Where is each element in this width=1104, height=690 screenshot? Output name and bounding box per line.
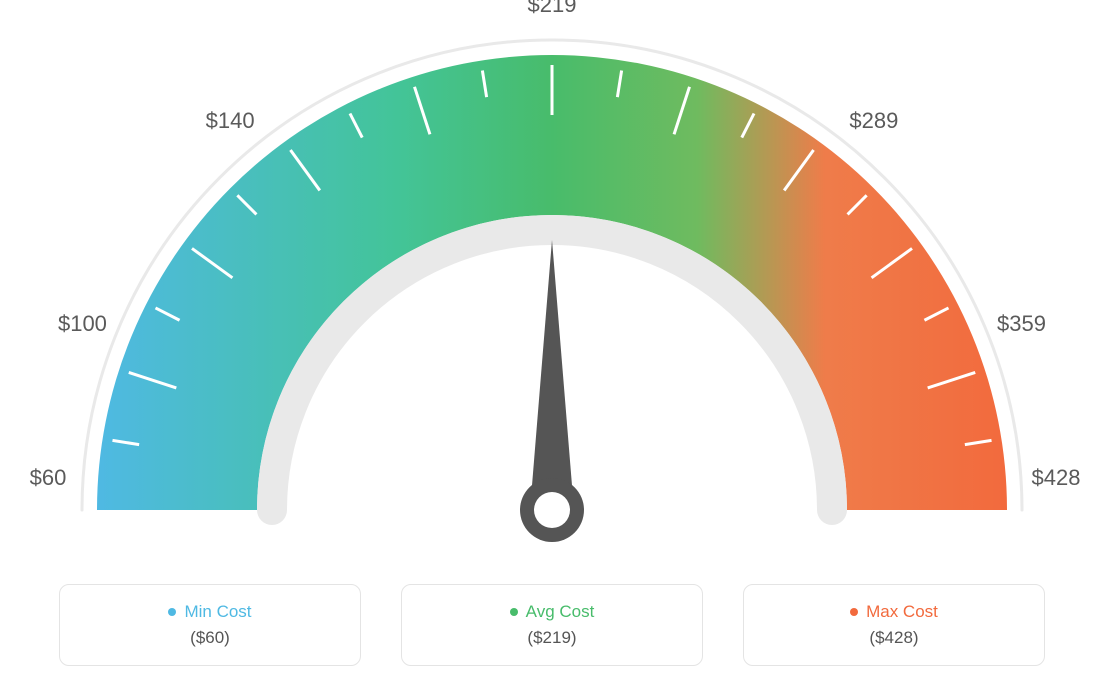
gauge-svg <box>0 0 1104 580</box>
legend-card-avg: Avg Cost ($219) <box>401 584 703 666</box>
gauge-scale-label: $289 <box>849 108 898 134</box>
legend-min-value: ($60) <box>190 628 230 648</box>
gauge-scale-label: $60 <box>30 465 67 491</box>
cost-gauge-chart: $60 $100 $140 $219 $289 $359 $428 <box>0 0 1104 580</box>
gauge-scale-label: $219 <box>528 0 577 18</box>
legend-row: Min Cost ($60) Avg Cost ($219) Max Cost … <box>0 584 1104 666</box>
gauge-scale-label: $100 <box>58 311 107 337</box>
gauge-scale-label: $359 <box>997 311 1046 337</box>
legend-card-max: Max Cost ($428) <box>743 584 1045 666</box>
legend-min-top: Min Cost <box>168 602 251 622</box>
gauge-scale-label: $428 <box>1032 465 1081 491</box>
legend-avg-label: Avg Cost <box>526 602 595 622</box>
legend-card-min: Min Cost ($60) <box>59 584 361 666</box>
legend-min-dot <box>168 608 176 616</box>
legend-max-dot <box>850 608 858 616</box>
legend-max-label: Max Cost <box>866 602 938 622</box>
legend-avg-dot <box>510 608 518 616</box>
legend-avg-value: ($219) <box>527 628 576 648</box>
gauge-scale-label: $140 <box>206 108 255 134</box>
legend-max-value: ($428) <box>869 628 918 648</box>
legend-max-top: Max Cost <box>850 602 938 622</box>
legend-min-label: Min Cost <box>184 602 251 622</box>
legend-avg-top: Avg Cost <box>510 602 595 622</box>
